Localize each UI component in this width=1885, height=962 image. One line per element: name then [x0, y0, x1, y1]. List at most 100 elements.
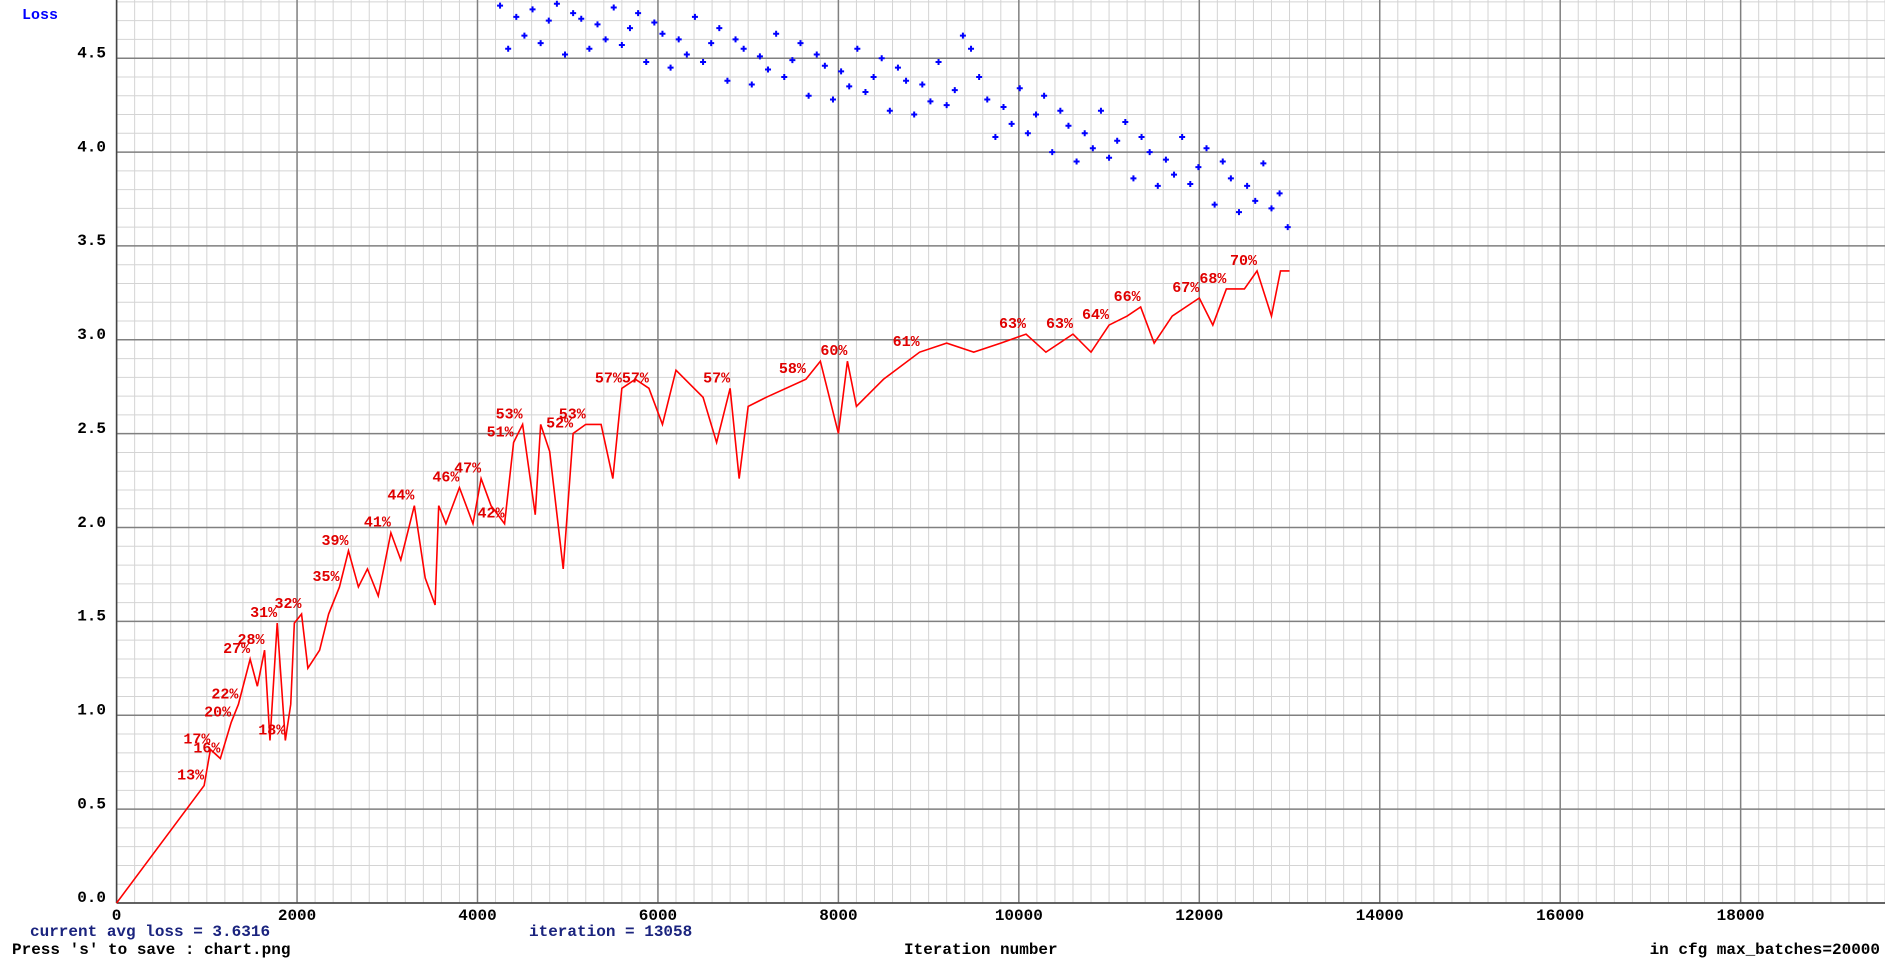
- loss-point: [862, 88, 869, 95]
- loss-point: [943, 102, 950, 109]
- loss-point: [992, 134, 999, 141]
- y-tick-label: 4.5: [77, 44, 106, 62]
- loss-point: [951, 87, 958, 94]
- loss-point: [748, 81, 755, 88]
- loss-point: [1097, 107, 1104, 114]
- loss-point: [1057, 107, 1064, 114]
- loss-point: [716, 25, 723, 32]
- map-label: 22%: [211, 686, 239, 703]
- x-axis-label: Iteration number: [904, 941, 1058, 959]
- loss-point: [1171, 171, 1178, 178]
- x-tick-label: 14000: [1356, 907, 1404, 925]
- map-line: [116, 269, 1290, 904]
- y-tick-label: 4.0: [77, 138, 106, 156]
- loss-point: [797, 40, 804, 47]
- map-label: 53%: [496, 406, 524, 423]
- loss-point: [691, 13, 698, 20]
- map-label: 64%: [1082, 307, 1110, 324]
- loss-point: [789, 57, 796, 64]
- loss-point: [1211, 201, 1218, 208]
- loss-point: [903, 77, 910, 84]
- y-tick-label: 2.5: [77, 420, 106, 438]
- loss-point: [1065, 122, 1072, 129]
- map-label: 67%: [1172, 280, 1200, 297]
- loss-point: [1089, 145, 1096, 152]
- loss-point: [1146, 149, 1153, 156]
- map-label: 20%: [204, 704, 232, 721]
- x-tick-label: 8000: [819, 907, 857, 925]
- loss-point: [919, 81, 926, 88]
- loss-point: [1024, 130, 1031, 137]
- loss-point: [1032, 111, 1039, 118]
- loss-point: [1268, 205, 1275, 212]
- loss-point: [846, 83, 853, 90]
- loss-point: [886, 107, 893, 114]
- map-label: 16%: [193, 740, 221, 757]
- y-tick-label: 2.0: [77, 514, 106, 532]
- map-label: 46%: [432, 470, 460, 487]
- loss-point: [854, 45, 861, 52]
- loss-point: [984, 96, 991, 103]
- loss-point: [1008, 120, 1015, 127]
- map-label: 32%: [275, 596, 303, 613]
- map-label: 39%: [321, 533, 349, 550]
- loss-point: [927, 98, 934, 105]
- loss-point: [894, 64, 901, 71]
- x-tick-label: 4000: [458, 907, 496, 925]
- loss-point: [1244, 182, 1251, 189]
- max-batches: in cfg max_batches=20000: [1650, 941, 1880, 959]
- loss-point: [740, 45, 747, 52]
- loss-point: [756, 53, 763, 60]
- loss-point: [553, 0, 560, 7]
- avg-loss: current avg loss = 3.6316: [30, 923, 270, 941]
- loss-point: [821, 62, 828, 69]
- loss-point: [675, 36, 682, 43]
- loss-point: [594, 21, 601, 28]
- plot-area: [116, 0, 1291, 904]
- map-label: 35%: [312, 569, 340, 586]
- loss-point: [570, 10, 577, 17]
- map-label: 57%: [595, 370, 623, 387]
- loss-point: [1081, 130, 1088, 137]
- map-label: 51%: [487, 424, 515, 441]
- y-tick-label: 3.5: [77, 232, 106, 250]
- loss-point: [659, 30, 666, 37]
- y-tick-label: 3.0: [77, 326, 106, 344]
- loss-point: [1041, 92, 1048, 99]
- loss-point: [521, 32, 528, 39]
- loss-point: [497, 2, 504, 9]
- loss-point: [667, 64, 674, 71]
- loss-point: [813, 51, 820, 58]
- x-tick-label: 6000: [639, 907, 677, 925]
- y-tick-label: 0.5: [77, 795, 106, 813]
- loss-point: [878, 55, 885, 62]
- map-label: 42%: [478, 506, 506, 523]
- map-label: 17%: [183, 731, 211, 748]
- loss-point: [1016, 85, 1023, 92]
- loss-point: [1154, 182, 1161, 189]
- loss-point: [700, 58, 707, 65]
- map-label: 44%: [387, 488, 415, 505]
- loss-point: [805, 92, 812, 99]
- map-label: 57%: [703, 370, 731, 387]
- loss-point: [935, 58, 942, 65]
- loss-point: [732, 36, 739, 43]
- loss-point: [1130, 175, 1137, 182]
- loss-point: [683, 51, 690, 58]
- map-label: 28%: [238, 632, 266, 649]
- map-label: 60%: [820, 343, 848, 360]
- loss-point: [1000, 104, 1007, 111]
- loss-point: [1260, 160, 1267, 167]
- loss-point: [911, 111, 918, 118]
- map-label: 41%: [364, 515, 392, 532]
- loss-point: [643, 58, 650, 65]
- map-label: 53%: [559, 406, 587, 423]
- loss-point: [1276, 190, 1283, 197]
- y-tick-label: 1.0: [77, 701, 106, 719]
- loss-point: [610, 4, 617, 11]
- loss-point: [529, 6, 536, 13]
- loss-point: [602, 36, 609, 43]
- loss-point: [1073, 158, 1080, 165]
